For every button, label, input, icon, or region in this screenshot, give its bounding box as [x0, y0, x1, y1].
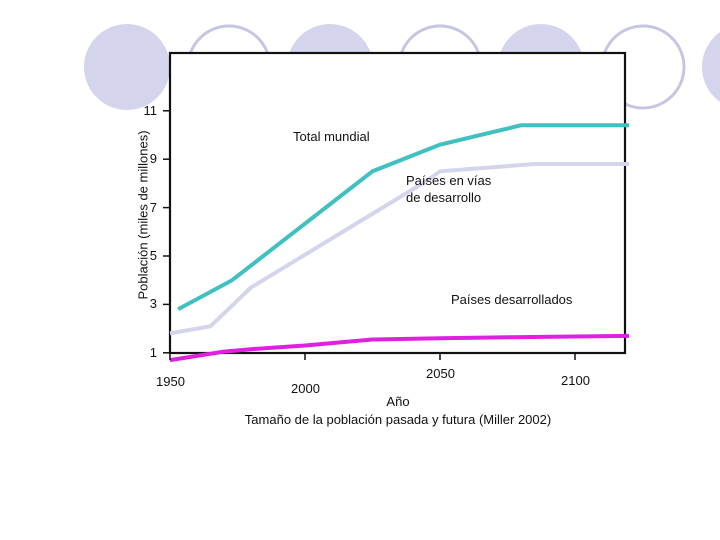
- decorative-circle-filled: [702, 32, 720, 102]
- axis-layer: [163, 110, 576, 360]
- series-line-1: [169, 162, 629, 336]
- y-tick-label: 5: [149, 248, 157, 263]
- series-label-total-mundial: Total mundial: [293, 129, 370, 144]
- y-tick-label: 9: [149, 151, 157, 167]
- series-label-paises-desarrollados: Países desarrollados: [451, 292, 573, 307]
- x-tick-label: 2000: [291, 381, 320, 396]
- y-tick-label: 11: [143, 102, 158, 118]
- series-line-2: [169, 333, 630, 363]
- plot-frame: [168, 51, 627, 355]
- x-tick-label: 2100: [561, 373, 590, 388]
- y-tick-label: 3: [149, 296, 157, 312]
- decorative-circles: [84, 24, 720, 352]
- series-label-paises-en-vias-de-desarrollo: Países en vías de desarrollo: [406, 173, 492, 205]
- y-tick-label: 7: [149, 199, 157, 215]
- y-axis-label: Población (miles de millones): [135, 130, 151, 300]
- series-layer: [169, 123, 630, 363]
- series-line-0: [177, 123, 629, 311]
- x-tick-label: 1950: [156, 374, 185, 389]
- x-axis-label: Año: [386, 394, 410, 409]
- plot-background: [171, 54, 624, 352]
- chart-caption: Tamaño de la población pasada y futura (…: [244, 412, 552, 427]
- y-tick-label: 1: [149, 344, 157, 360]
- x-tick-label: 2050: [426, 366, 455, 381]
- decorative-circle-filled: [84, 24, 170, 110]
